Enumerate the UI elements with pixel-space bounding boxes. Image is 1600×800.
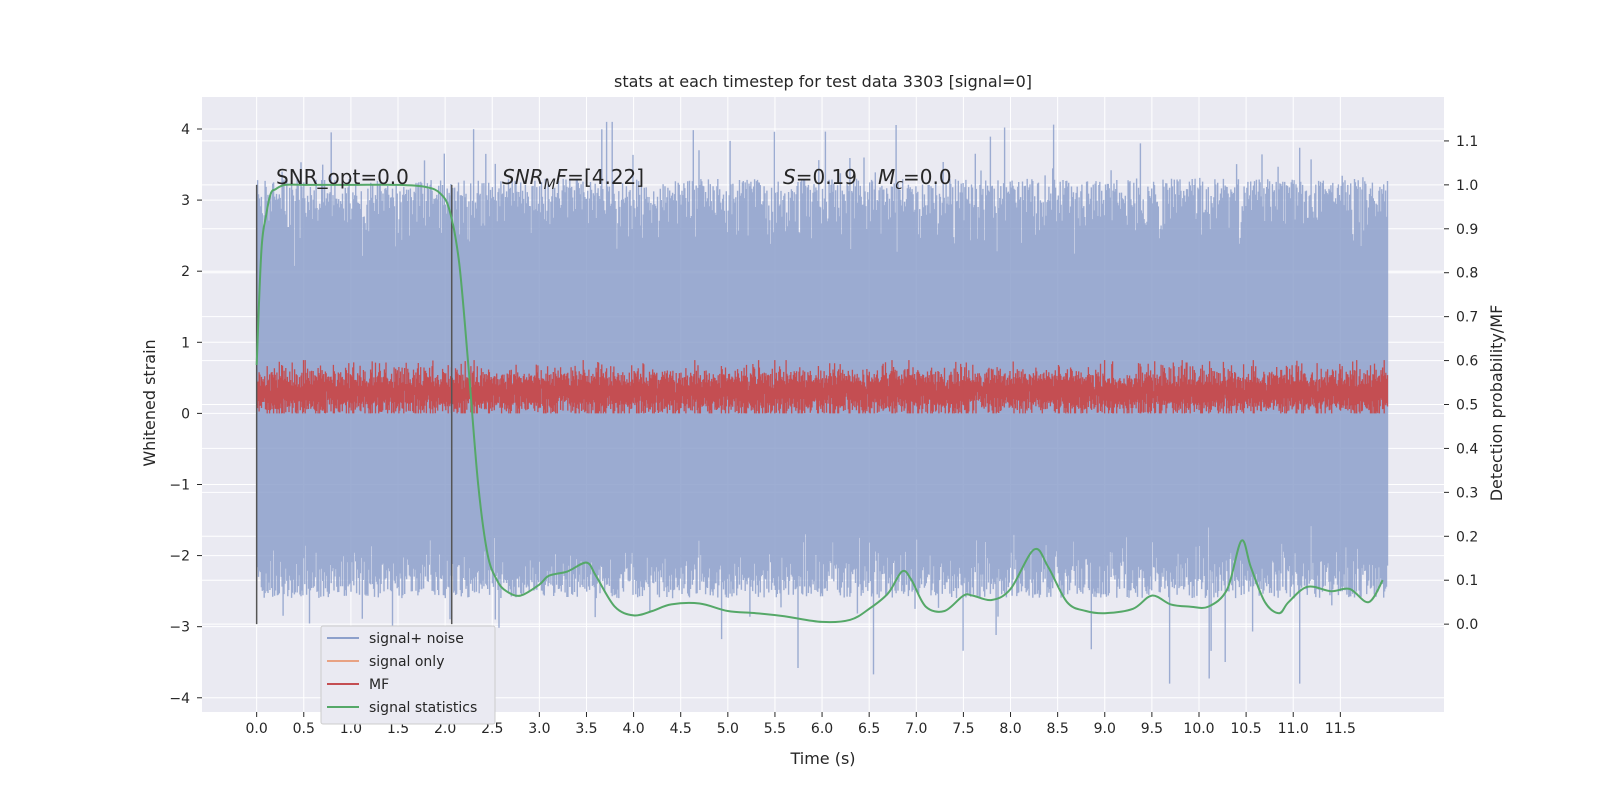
x-tick-label: 1.0 — [340, 721, 362, 737]
legend-label-signal-statistics: signal statistics — [369, 700, 477, 716]
x-tick-label: 1.5 — [387, 721, 409, 737]
x-tick-label: 2.5 — [481, 721, 503, 737]
annotation-snr-mf-symbol: SNR — [502, 165, 544, 189]
x-tick-label: 6.5 — [858, 721, 880, 737]
y-right-tick-label: 0.1 — [1456, 573, 1478, 589]
x-tick-label: 0.5 — [293, 721, 315, 737]
x-tick-label: 5.5 — [764, 721, 786, 737]
x-tick-label: 10.5 — [1231, 721, 1262, 737]
x-tick-label: 4.0 — [622, 721, 644, 737]
y-right-tick-label: 0.7 — [1456, 310, 1478, 326]
annotation-s-eq: = — [796, 165, 813, 189]
y-axis-ticks: 4 3 2 1 0 −1 −2 −3 −4 — [169, 122, 202, 707]
y-tick-label: −3 — [169, 620, 190, 636]
y-tick-label: 1 — [181, 335, 190, 351]
x-tick-label: 2.0 — [434, 721, 456, 737]
annotation-mc: Mc=0.0 — [878, 165, 952, 193]
y-tick-label: −1 — [169, 477, 190, 493]
annotation-s-symbol: S — [783, 165, 796, 189]
y-right-tick-label: 0.6 — [1456, 354, 1478, 370]
legend-label-mf: MF — [369, 677, 389, 693]
chart-title: stats at each timestep for test data 330… — [614, 72, 1032, 91]
y-right-tick-label: 0.4 — [1456, 441, 1478, 457]
y-right-tick-label: 0.5 — [1456, 398, 1478, 414]
x-tick-label: 9.0 — [1094, 721, 1116, 737]
annotation-snr-mf-subscript: M — [544, 177, 556, 193]
x-tick-label: 8.5 — [1047, 721, 1069, 737]
x-tick-label: 11.0 — [1278, 721, 1309, 737]
y-right-tick-label: 0.0 — [1456, 617, 1478, 633]
x-tick-label: 5.0 — [717, 721, 739, 737]
annotation-snr-mf-symbol-f: F — [556, 165, 568, 189]
x-tick-label: 9.5 — [1141, 721, 1163, 737]
y-tick-label: −2 — [169, 549, 190, 565]
y-tick-label: 2 — [181, 264, 190, 280]
x-tick-label: 3.5 — [575, 721, 597, 737]
y-tick-label: 0 — [181, 406, 190, 422]
x-tick-label: 3.0 — [528, 721, 550, 737]
annotation-snr-opt: SNR_opt=0.0 — [276, 165, 409, 189]
x-tick-label: 7.0 — [905, 721, 927, 737]
annotation-snr-mf: SNRMF=[4.22] — [502, 165, 644, 193]
series-signal-statistics — [255, 183, 1384, 624]
y-tick-label: −4 — [169, 691, 190, 707]
x-tick-label: 11.5 — [1325, 721, 1356, 737]
annotation-mc-symbol: M — [878, 165, 895, 189]
legend-box — [320, 625, 496, 725]
y-right-tick-label: 1.0 — [1456, 178, 1478, 194]
y-right-tick-label: 0.3 — [1456, 485, 1478, 501]
annotation-mc-value: 0.0 — [920, 165, 952, 189]
window-markers — [255, 184, 453, 625]
y-right-tick-label: 0.2 — [1456, 529, 1478, 545]
y-axis-right-label: Detection probability/MF — [1487, 305, 1506, 502]
annotation-s-value: 0.19 — [812, 165, 857, 189]
y-right-tick-label: 1.1 — [1456, 134, 1478, 150]
annotation-mc-subscript: c — [895, 177, 903, 193]
y-axis-label: Whitened strain — [140, 339, 159, 466]
y-tick-label: 4 — [181, 122, 190, 138]
x-tick-label: 8.0 — [999, 721, 1021, 737]
x-axis-ticks: 0.0 0.5 1.0 1.5 2.0 2.5 3.0 3.5 4.0 4.5 5.0 5.5 6.0 6… — [246, 712, 1356, 737]
legend-label-signal-only: signal only — [369, 654, 444, 670]
legend: signal+ noise signal only MF signal stat… — [320, 625, 496, 725]
signal-statistics-line — [255, 183, 1384, 624]
x-tick-label: 4.5 — [670, 721, 692, 737]
x-tick-label: 0.0 — [246, 721, 268, 737]
annotation-mc-eq: = — [903, 165, 920, 189]
y-right-tick-label: 0.9 — [1456, 222, 1478, 238]
x-tick-label: 7.5 — [952, 721, 974, 737]
x-tick-label: 10.0 — [1183, 721, 1214, 737]
y-tick-label: 3 — [181, 193, 190, 209]
annotation-s: S=0.19 — [783, 165, 857, 189]
legend-label-signal-noise: signal+ noise — [369, 631, 464, 647]
y-right-tick-label: 0.8 — [1456, 266, 1478, 282]
annotation-snr-mf-eq: = — [567, 165, 584, 189]
y-axis-right-ticks: 1.1 1.0 0.9 0.8 0.7 0.6 0.5 0.4 0.3 0.2 0.1 0.0 — [1444, 134, 1478, 633]
annotation-snr-mf-value: [4.22] — [584, 165, 644, 189]
x-tick-label: 6.0 — [811, 721, 833, 737]
x-axis-label: Time (s) — [789, 749, 855, 768]
